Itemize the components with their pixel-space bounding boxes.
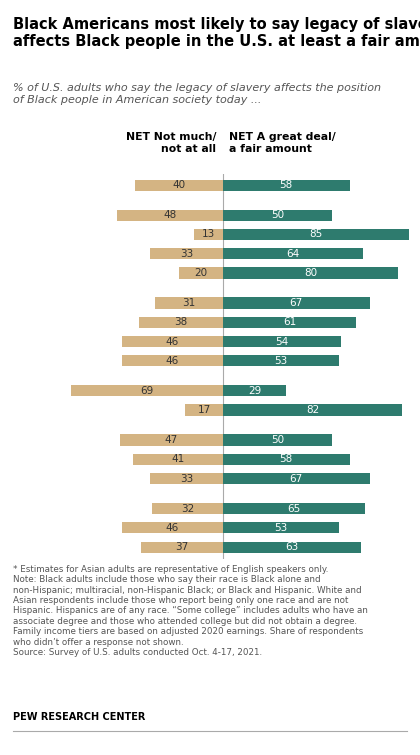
Text: 33: 33: [180, 473, 193, 484]
Text: 48: 48: [163, 210, 176, 220]
Bar: [122, 336, 223, 347]
Text: 65: 65: [287, 504, 300, 513]
Text: 58: 58: [280, 180, 293, 190]
Text: 67: 67: [289, 473, 303, 484]
Text: 54: 54: [275, 337, 289, 347]
Text: 85: 85: [309, 230, 323, 239]
Bar: [223, 316, 357, 328]
Text: 37: 37: [176, 542, 189, 552]
Bar: [142, 541, 223, 553]
Bar: [179, 267, 223, 279]
Bar: [133, 454, 223, 465]
Text: 20: 20: [194, 268, 207, 278]
Text: 58: 58: [280, 455, 293, 464]
Text: 31: 31: [182, 298, 195, 308]
Bar: [223, 267, 398, 279]
Text: 82: 82: [306, 405, 319, 415]
Text: 41: 41: [171, 455, 184, 464]
Text: 80: 80: [304, 268, 317, 278]
Bar: [135, 180, 223, 191]
Text: 67: 67: [289, 298, 303, 308]
Bar: [223, 434, 332, 445]
Bar: [152, 503, 223, 514]
Bar: [122, 522, 223, 534]
Bar: [223, 180, 350, 191]
Text: 17: 17: [197, 405, 210, 415]
Text: 69: 69: [140, 386, 154, 396]
Bar: [223, 454, 350, 465]
Bar: [223, 522, 339, 534]
Text: 53: 53: [274, 522, 287, 533]
Text: 64: 64: [286, 248, 299, 259]
Bar: [223, 356, 339, 366]
Text: % of U.S. adults who say the legacy of slavery affects the position
of Black peo: % of U.S. adults who say the legacy of s…: [13, 83, 381, 105]
Bar: [223, 503, 365, 514]
Text: 46: 46: [165, 337, 179, 347]
Bar: [223, 248, 363, 260]
Bar: [120, 434, 223, 445]
Text: 50: 50: [271, 210, 284, 220]
Bar: [223, 405, 402, 416]
Bar: [185, 405, 223, 416]
Text: 53: 53: [274, 356, 287, 366]
Text: 33: 33: [180, 248, 193, 259]
Bar: [194, 229, 223, 240]
Text: 46: 46: [165, 356, 179, 366]
Text: 40: 40: [172, 180, 185, 190]
Text: 50: 50: [271, 435, 284, 445]
Text: 29: 29: [248, 386, 261, 396]
Bar: [223, 297, 370, 309]
Bar: [223, 541, 361, 553]
Text: NET Not much/
not at all: NET Not much/ not at all: [126, 132, 216, 154]
Text: NET A great deal/
a fair amount: NET A great deal/ a fair amount: [229, 132, 336, 154]
Text: 63: 63: [285, 542, 298, 552]
Text: 46: 46: [165, 522, 179, 533]
Bar: [155, 297, 223, 309]
Text: 13: 13: [202, 230, 215, 239]
Text: 32: 32: [181, 504, 194, 513]
Bar: [223, 473, 370, 484]
Bar: [150, 248, 223, 260]
Text: 38: 38: [174, 317, 188, 327]
Text: Black Americans most likely to say legacy of slavery
affects Black people in the: Black Americans most likely to say legac…: [13, 17, 420, 49]
Text: * Estimates for Asian adults are representative of English speakers only.
Note: : * Estimates for Asian adults are represe…: [13, 565, 368, 657]
Bar: [223, 229, 409, 240]
Bar: [71, 385, 223, 396]
Bar: [150, 473, 223, 484]
Bar: [139, 316, 223, 328]
Text: PEW RESEARCH CENTER: PEW RESEARCH CENTER: [13, 712, 145, 722]
Bar: [223, 385, 286, 396]
Bar: [117, 210, 223, 220]
Bar: [122, 356, 223, 366]
Bar: [223, 336, 341, 347]
Bar: [223, 210, 332, 220]
Text: 61: 61: [283, 317, 296, 327]
Text: 47: 47: [165, 435, 178, 445]
